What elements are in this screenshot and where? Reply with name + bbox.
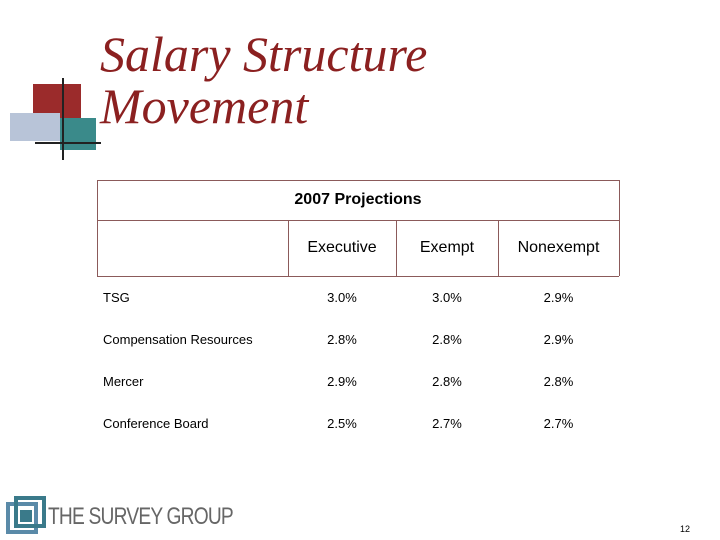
- deco-hline: [35, 142, 101, 144]
- border: [619, 180, 620, 276]
- logo-icon: [6, 496, 46, 534]
- table-caption: 2007 Projections: [294, 191, 422, 208]
- row-label: Mercer: [103, 373, 144, 389]
- page-number: 12: [680, 524, 691, 534]
- deco-teal: [60, 118, 96, 150]
- table-cell: 2.5%: [327, 415, 357, 431]
- table-cell: 2.8%: [543, 373, 574, 389]
- table-cell: 2.9%: [543, 331, 574, 347]
- table-cell: 2.7%: [432, 415, 462, 431]
- border: [97, 180, 619, 181]
- table-cell: 2.7%: [543, 415, 574, 431]
- column-header: Executive: [307, 239, 377, 256]
- deco-vline: [62, 78, 64, 160]
- border: [97, 276, 619, 277]
- logo-text: THE SURVEY GROUP: [48, 503, 234, 530]
- column-header: Nonexempt: [517, 239, 600, 256]
- row-label: Conference Board: [103, 415, 209, 431]
- column-header: Exempt: [419, 239, 475, 256]
- table-cell: 2.9%: [327, 373, 357, 389]
- table-cell: 3.0%: [327, 289, 357, 305]
- border: [396, 220, 397, 276]
- border: [288, 220, 289, 276]
- border: [498, 220, 499, 276]
- table-cell: 3.0%: [432, 289, 462, 305]
- row-label: TSG: [103, 289, 130, 305]
- border: [97, 180, 98, 276]
- table-cell: 2.9%: [543, 289, 574, 305]
- table-cell: 2.8%: [327, 331, 357, 347]
- table-cell: 2.8%: [432, 373, 462, 389]
- deco-blue: [10, 113, 60, 141]
- border: [97, 220, 619, 221]
- table-cell: 2.8%: [432, 331, 462, 347]
- title-line: Salary Structure: [100, 26, 428, 82]
- row-label: Compensation Resources: [103, 331, 253, 347]
- title-line: Movement: [100, 78, 309, 134]
